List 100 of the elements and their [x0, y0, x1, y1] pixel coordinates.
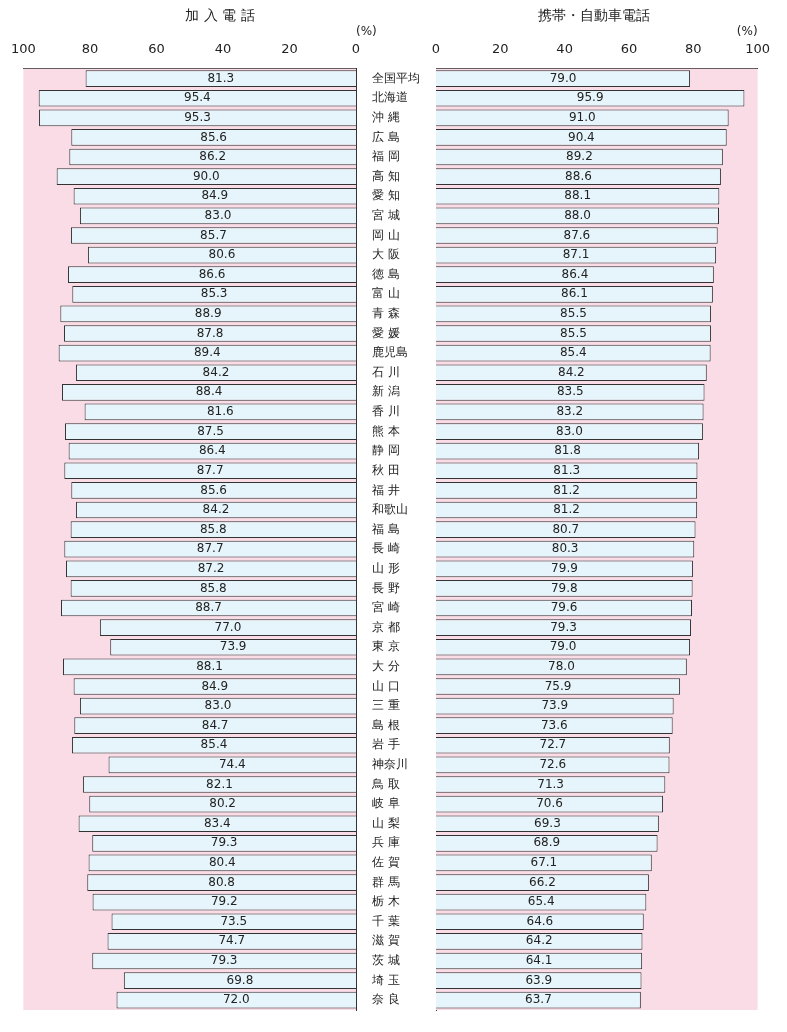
y-tick-label: 香 川 [372, 404, 400, 419]
data-label: 67.1 [530, 855, 558, 870]
y-tick-label: 京 都 [372, 619, 400, 634]
data-label: 78.0 [548, 658, 575, 673]
y-tick-label: 山 梨 [372, 815, 400, 830]
x-tick-label: 60 [148, 41, 165, 57]
data-label: 84.9 [201, 188, 229, 203]
x-tick-label: 80 [685, 41, 702, 57]
y-tick-label: 徳 島 [372, 266, 400, 281]
data-label: 80.7 [552, 521, 580, 536]
data-label: 84.7 [201, 717, 229, 732]
y-tick-label: 愛 知 [372, 188, 400, 203]
data-label: 95.3 [184, 109, 211, 124]
x-tick-label: 20 [281, 41, 298, 57]
x-tick-label: 20 [492, 41, 509, 57]
data-label: 83.5 [556, 384, 584, 399]
data-label: 95.9 [576, 90, 604, 105]
y-tick-label: 大 分 [372, 658, 400, 673]
x-tick-label: 100 [745, 41, 771, 57]
y-tick-label: 鳥 取 [371, 776, 400, 791]
data-label: 63.7 [525, 992, 552, 1007]
data-label: 84.2 [558, 364, 585, 379]
data-label: 88.7 [195, 600, 222, 615]
data-label: 84.9 [201, 678, 229, 693]
y-tick-label: 島 根 [372, 717, 400, 732]
data-label: 79.3 [210, 835, 238, 850]
data-label: 80.4 [208, 855, 236, 870]
data-label: 84.2 [202, 502, 230, 517]
data-label: 83.2 [556, 404, 584, 419]
data-label: 87.1 [562, 247, 590, 262]
data-label: 83.4 [203, 815, 231, 830]
y-tick-label: 長 崎 [372, 541, 400, 556]
y-tick-label: 宮 城 [372, 207, 400, 222]
data-label: 85.5 [560, 325, 587, 340]
data-label: 90.4 [568, 129, 595, 144]
data-label: 85.5 [560, 306, 587, 321]
data-label: 79.6 [550, 600, 578, 615]
data-label: 73.5 [220, 913, 248, 928]
y-tick-label: 山 口 [372, 678, 400, 693]
y-tick-label: 熊 本 [372, 423, 400, 438]
data-label: 85.8 [199, 521, 227, 536]
data-label: 81.8 [554, 443, 581, 458]
data-label: 85.7 [200, 227, 227, 242]
data-label: 70.6 [536, 796, 563, 811]
data-label: 79.3 [210, 953, 238, 968]
data-label: 69.8 [226, 972, 254, 987]
data-label: 63.9 [525, 972, 553, 987]
y-tick-label: 群 馬 [372, 874, 400, 889]
y-tick-label: 福 井 [372, 482, 400, 497]
data-label: 69.3 [534, 815, 561, 830]
data-label: 66.2 [529, 874, 556, 889]
data-label: 90.0 [192, 168, 220, 183]
y-tick-label: 三 重 [372, 698, 400, 713]
y-tick-label: 岐 阜 [372, 796, 400, 811]
x-tick-label: 40 [214, 41, 232, 57]
y-tick-label: 全国平均 [372, 70, 420, 85]
data-label: 79.0 [549, 639, 577, 654]
data-label: 79.2 [210, 894, 238, 909]
data-label: 82.1 [206, 776, 233, 791]
data-label: 79.9 [551, 560, 578, 575]
data-label: 64.6 [526, 913, 554, 928]
y-tick-label: 埼 玉 [371, 972, 400, 987]
data-label: 80.2 [209, 796, 236, 811]
y-tick-label: 愛 媛 [372, 325, 400, 340]
data-label: 81.3 [207, 70, 235, 85]
data-label: 95.4 [183, 90, 211, 105]
data-label: 88.1 [564, 188, 592, 203]
y-tick-label: 神奈川 [372, 757, 408, 772]
y-tick-label: 青 森 [372, 306, 400, 321]
data-label: 85.6 [200, 129, 228, 144]
data-label: 77.0 [214, 619, 242, 634]
y-tick-label: 宮 崎 [372, 600, 400, 615]
data-label: 83.0 [556, 423, 583, 438]
data-label: 85.3 [200, 286, 228, 301]
y-tick-label: 静 岡 [372, 443, 400, 458]
data-label: 81.2 [553, 502, 580, 517]
y-tick-label: 長 野 [372, 580, 400, 595]
x-tick-label: 60 [620, 41, 638, 57]
y-tick-label: 千 葉 [372, 913, 400, 928]
y-tick-label: 福 島 [372, 521, 400, 536]
data-label: 86.4 [561, 266, 589, 281]
data-label: 79.8 [550, 580, 578, 595]
y-tick-label: 富 山 [372, 286, 400, 301]
x-tick-label: 100 [10, 41, 36, 57]
data-label: 88.6 [565, 168, 592, 183]
y-tick-label: 兵 庫 [372, 835, 400, 850]
chart-title: 加 入 電 話 [185, 7, 255, 24]
y-tick-label: 新 潟 [372, 384, 400, 399]
data-label: 74.4 [218, 757, 246, 772]
data-label: 79.3 [550, 619, 577, 634]
x-tick-label: 0 [431, 41, 441, 57]
data-label: 75.9 [544, 678, 572, 693]
data-label: 79.0 [549, 70, 577, 85]
data-label: 65.4 [527, 894, 555, 909]
data-label: 87.6 [563, 227, 591, 242]
data-label: 73.9 [219, 639, 247, 654]
data-label: 89.4 [193, 345, 221, 360]
data-label: 72.6 [539, 757, 567, 772]
x-axis-title: (%) [736, 24, 758, 39]
data-label: 80.8 [208, 874, 235, 889]
